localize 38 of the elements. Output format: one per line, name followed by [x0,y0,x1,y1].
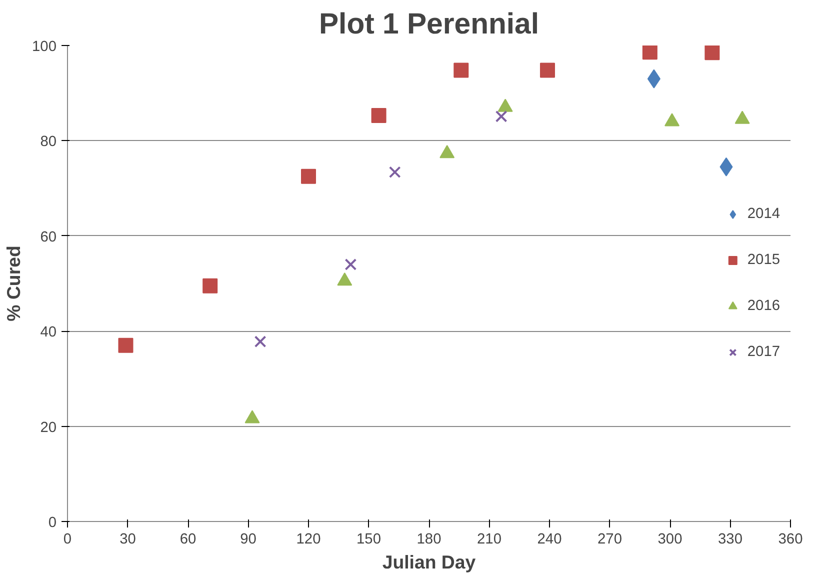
point [118,338,134,353]
x-tick-label: 180 [416,532,442,548]
x-tick-label: 210 [477,532,502,548]
x-tick-label: 120 [296,532,321,548]
point [495,110,508,122]
y-axis-title: % Cured [3,246,24,322]
y-tick-label: 0 [48,515,57,531]
point [540,62,555,78]
x-tick-label: 360 [778,532,803,548]
point [202,278,218,294]
legend-label: 2015 [747,252,780,268]
point [301,168,316,184]
point [454,62,469,78]
point [254,336,266,348]
point [371,108,386,123]
x-tick-label: 30 [120,532,136,548]
x-tick-label: 60 [180,532,196,548]
chart-title: Plot 1 Perennial [318,8,540,40]
point [388,166,401,178]
x-tick-label: 270 [598,532,622,548]
y-tick-label: 60 [40,229,57,246]
x-tick-label: 330 [718,532,742,548]
point [344,258,357,270]
y-tick-label: 40 [40,324,57,341]
x-tick-label: 0 [63,532,72,548]
legend-label: 2014 [747,206,780,222]
y-tick-label: 20 [40,420,57,436]
x-tick-label: 150 [356,532,381,548]
x-tick-label: 240 [537,532,562,548]
point [642,46,658,60]
legend-label: 2017 [747,344,780,360]
point [704,46,720,60]
x-tick-label: 90 [240,532,256,548]
x-tick-label: 300 [658,532,682,548]
legend-label: 2016 [747,298,780,314]
y-tick-label: 80 [40,134,57,150]
x-axis-title: Julian Day [382,552,476,572]
y-tick-label: 100 [32,39,57,55]
